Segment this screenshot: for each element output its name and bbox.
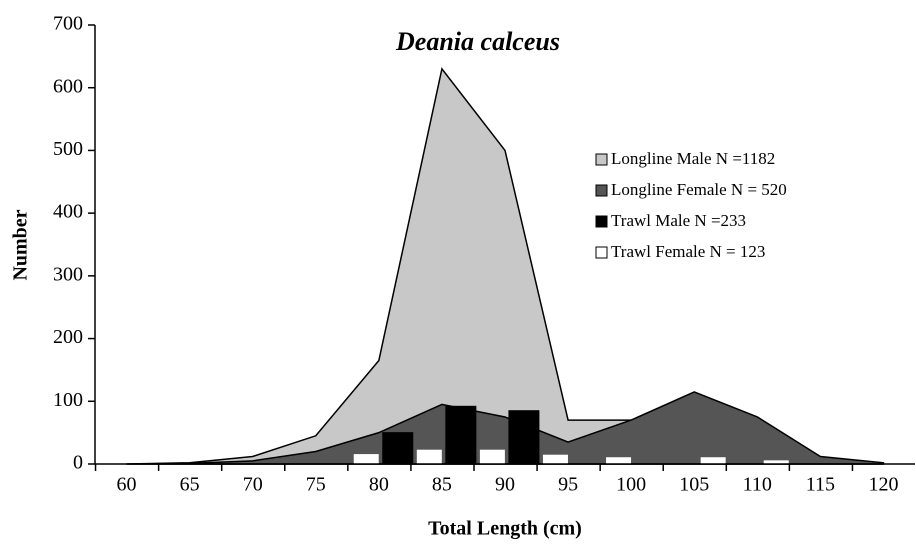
x-tick-label: 100: [616, 474, 646, 496]
bar: [479, 449, 505, 465]
legend-swatch: [595, 246, 608, 259]
y-tick-label: 600: [53, 75, 83, 97]
area: [126, 391, 885, 465]
y-tick-label: 700: [53, 13, 83, 35]
x-tick-label: 105: [679, 474, 709, 496]
x-tick-label: 80: [369, 474, 389, 496]
x-tick-label: 90: [495, 474, 515, 496]
bar: [542, 454, 568, 465]
bar: [508, 410, 540, 465]
bar: [416, 449, 442, 465]
x-tick-label: 70: [243, 474, 263, 496]
x-tick-label: 60: [117, 474, 137, 496]
y-tick-label: 200: [53, 326, 83, 348]
x-tick-label: 120: [868, 474, 898, 496]
legend-swatch: [595, 153, 608, 166]
x-tick-label: 95: [558, 474, 578, 496]
y-axis-label: Number: [10, 209, 32, 280]
y-tick-label: 100: [53, 389, 83, 411]
x-axis-label: Total Length (cm): [428, 518, 582, 540]
bar: [445, 405, 477, 465]
legend-label: Trawl Female N = 123: [611, 242, 765, 261]
x-tick-label: 110: [743, 474, 772, 496]
legend-label: Trawl Male N =233: [611, 211, 746, 230]
y-tick-label: 0: [73, 452, 83, 474]
y-tick-label: 300: [53, 263, 83, 285]
bar: [700, 457, 726, 465]
chart-title: Deania calceus: [395, 27, 560, 56]
y-tick-label: 500: [53, 138, 83, 160]
area: [126, 67, 884, 465]
bar: [606, 457, 632, 465]
x-tick-label: 85: [432, 474, 452, 496]
legend-label: Longline Female N = 520: [611, 180, 787, 199]
bar: [382, 432, 414, 465]
x-tick-label: 115: [806, 474, 835, 496]
y-tick-label: 400: [53, 201, 83, 223]
legend-swatch: [595, 215, 608, 228]
x-tick-label: 75: [306, 474, 326, 496]
bar: [353, 454, 379, 465]
legend-swatch: [595, 184, 608, 197]
legend-label: Longline Male N =1182: [611, 149, 775, 168]
x-tick-label: 65: [180, 474, 200, 496]
